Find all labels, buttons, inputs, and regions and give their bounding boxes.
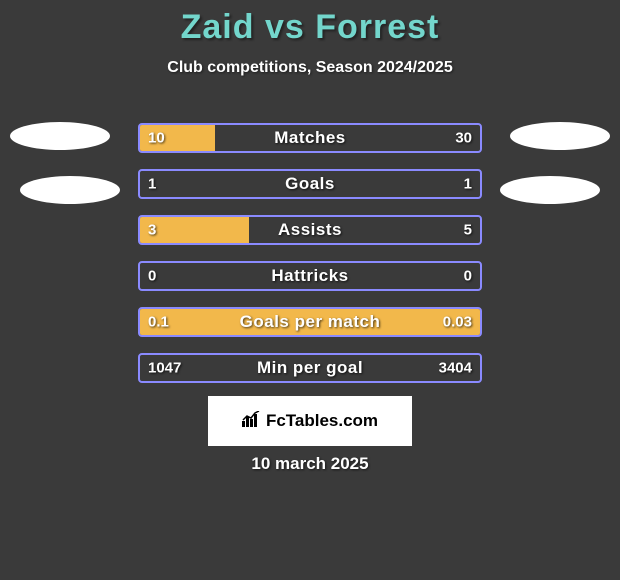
stat-value-right: 3404 xyxy=(439,360,472,377)
stat-label: Hattricks xyxy=(140,266,480,286)
comparison-infographic: Zaid vs Forrest Club competitions, Seaso… xyxy=(0,0,620,580)
stat-value-right: 0 xyxy=(464,268,472,285)
stat-value-right: 0.03 xyxy=(443,314,472,331)
player-right-placeholder-1 xyxy=(510,122,610,150)
stat-row: 0.1 Goals per match 0.03 xyxy=(138,307,482,337)
stat-row: 1 Goals 1 xyxy=(138,169,482,199)
player-left-placeholder-2 xyxy=(20,176,120,204)
stat-value-right: 1 xyxy=(464,176,472,193)
logo-text: FcTables.com xyxy=(266,411,378,431)
chart-icon xyxy=(242,411,262,432)
stat-bars: 10 Matches 30 1 Goals 1 3 Assists 5 0 Ha… xyxy=(138,123,482,399)
player-right-placeholder-2 xyxy=(500,176,600,204)
stat-label: Assists xyxy=(140,220,480,240)
page-subtitle: Club competitions, Season 2024/2025 xyxy=(0,59,620,77)
stat-label: Goals xyxy=(140,174,480,194)
stat-value-right: 30 xyxy=(455,130,472,147)
stat-row: 0 Hattricks 0 xyxy=(138,261,482,291)
stat-label: Min per goal xyxy=(140,358,480,378)
page-title: Zaid vs Forrest xyxy=(0,0,620,47)
stat-row: 10 Matches 30 xyxy=(138,123,482,153)
player-left-placeholder-1 xyxy=(10,122,110,150)
fctables-logo: FcTables.com xyxy=(208,396,412,446)
stat-label: Matches xyxy=(140,128,480,148)
stat-row: 3 Assists 5 xyxy=(138,215,482,245)
date-label: 10 march 2025 xyxy=(0,454,620,474)
stat-value-right: 5 xyxy=(464,222,472,239)
stat-label: Goals per match xyxy=(140,312,480,332)
stat-row: 1047 Min per goal 3404 xyxy=(138,353,482,383)
logo-content: FcTables.com xyxy=(242,411,378,432)
